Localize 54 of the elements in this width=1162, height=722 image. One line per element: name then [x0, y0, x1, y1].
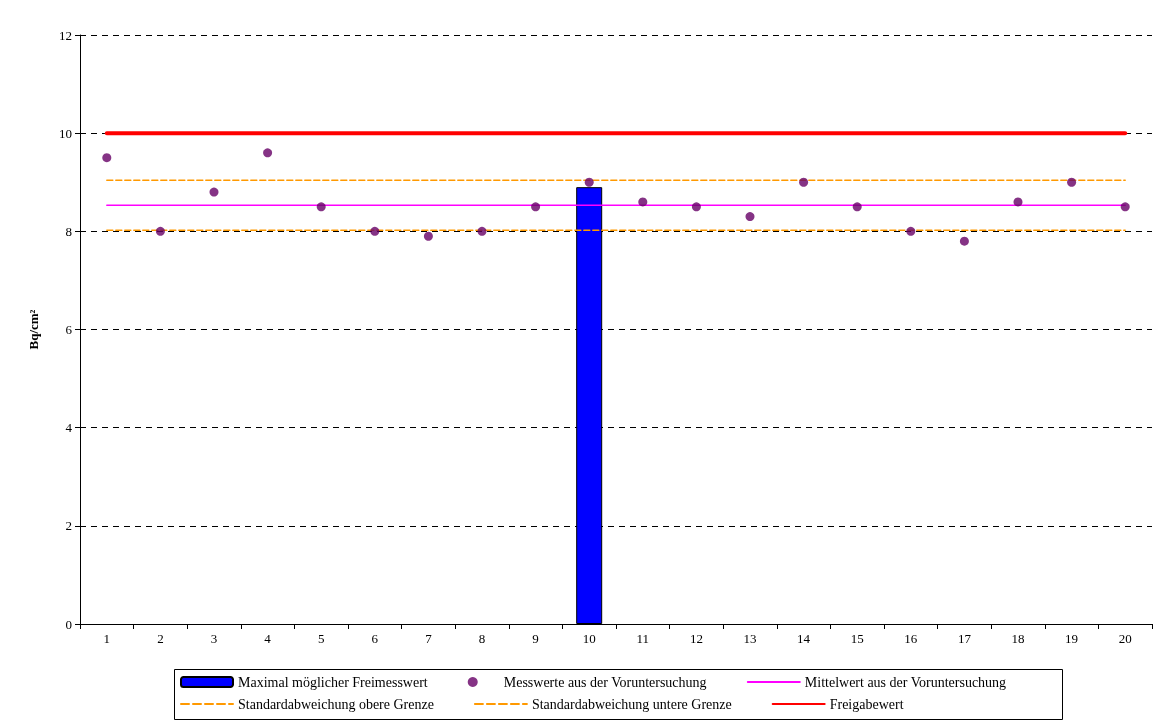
- x-tick-label: 17: [957, 631, 972, 646]
- legend-label: Standardabweichung untere Grenze: [531, 696, 732, 712]
- point: [477, 226, 487, 236]
- x-tick-label: 13: [743, 631, 757, 646]
- x-tick-label: 6: [371, 631, 379, 646]
- point: [1120, 202, 1130, 212]
- legend-label: Maximal möglicher Freimesswert: [238, 674, 428, 690]
- point: [959, 236, 969, 246]
- point: [155, 226, 165, 236]
- x-tick-label: 19: [1065, 631, 1079, 646]
- point: [102, 153, 112, 163]
- x-tick-label: 1: [103, 631, 111, 646]
- point: [745, 212, 755, 222]
- point: [691, 202, 701, 212]
- x-tick-label: 8: [478, 631, 486, 646]
- x-tick-label: 20: [1118, 631, 1132, 646]
- point: [370, 226, 380, 236]
- point: [906, 226, 916, 236]
- x-tick-label: 2: [157, 631, 164, 646]
- x-tick-label: 16: [904, 631, 918, 646]
- x-tick-label: 14: [797, 631, 811, 646]
- legend-label: Messwerte aus der Voruntersuchung: [503, 674, 707, 690]
- point: [531, 202, 541, 212]
- x-tick-label: 3: [210, 631, 218, 646]
- y-tick-label: 10: [59, 125, 72, 141]
- legend-label: Freigabewert: [829, 696, 904, 712]
- x-tick-label: 9: [532, 631, 539, 646]
- point: [316, 202, 326, 212]
- point: [423, 231, 433, 241]
- y-tick-label: 6: [65, 322, 73, 337]
- x-tick-label: 15: [850, 631, 864, 646]
- point: [1067, 177, 1077, 187]
- x-tick-label: 12: [689, 631, 703, 646]
- point: [799, 177, 809, 187]
- y-axis-title: Bq/cm²: [26, 309, 41, 350]
- x-tick-label: 4: [264, 631, 272, 646]
- point: [1013, 197, 1023, 207]
- point: [263, 148, 273, 158]
- y-tick-label: 8: [65, 223, 72, 239]
- point: [584, 177, 594, 187]
- y-tick-label: 4: [65, 420, 73, 436]
- x-tick-label: 5: [317, 631, 325, 646]
- legend-label: Standardabweichung obere Grenze: [238, 696, 434, 712]
- x-tick-label: 7: [425, 631, 433, 646]
- point: [852, 202, 862, 212]
- x-tick-label: 10: [582, 631, 596, 646]
- legend-label: Mittelwert aus der Voruntersuchung: [804, 674, 1007, 690]
- point: [638, 197, 648, 207]
- y-tick-label: 12: [59, 27, 72, 43]
- x-tick-label: 11: [636, 631, 650, 646]
- y-tick-label: 0: [65, 616, 72, 632]
- point: [209, 187, 219, 197]
- x-tick-label: 18: [1011, 631, 1025, 646]
- y-tick-label: 2: [65, 518, 72, 534]
